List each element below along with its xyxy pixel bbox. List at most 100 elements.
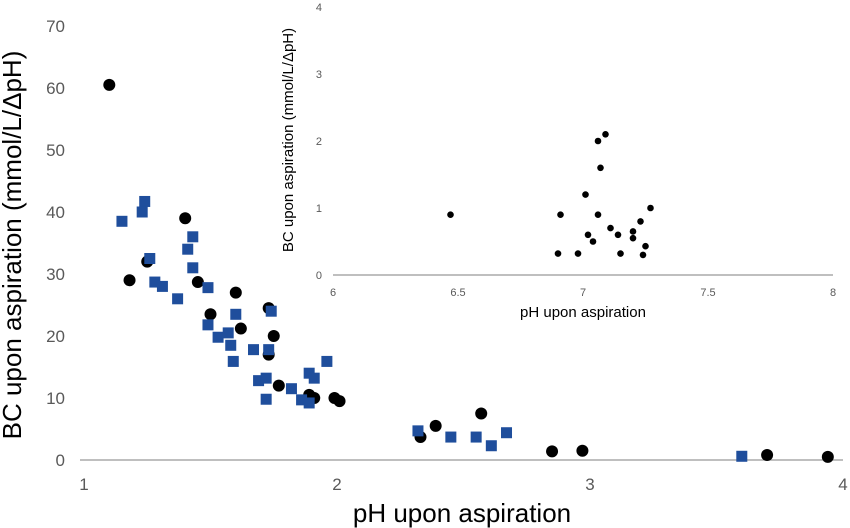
main-y-tick-label: 0: [56, 451, 65, 470]
main-point-square: [225, 339, 237, 351]
main-point-square: [202, 319, 214, 331]
main-point-circle: [267, 330, 280, 342]
main-point-square: [265, 305, 277, 317]
inset-point-circle: [617, 250, 624, 257]
inset-x-tick-labels: 6 6.5 7 7.5 8: [330, 287, 836, 299]
inset-data-points: [447, 131, 654, 259]
inset-frame: [280, 0, 844, 330]
inset-y-tick-label: 3: [316, 69, 322, 81]
inset-chart: 0 1 2 3 4 6 6.5 7 7.5 8 pH upon aspiration BC up…: [280, 0, 844, 330]
inset-point-circle: [629, 228, 637, 235]
main-point-square: [156, 280, 168, 292]
main-y-tick-label: 50: [46, 141, 65, 160]
main-point-square: [412, 425, 424, 437]
main-point-square: [136, 206, 148, 218]
main-y-axis-title: BC upon aspiration (mmol/L/ΔpH): [0, 51, 27, 440]
inset-point-circle: [607, 224, 614, 232]
main-point-square: [445, 431, 457, 443]
main-point-circle: [761, 449, 774, 462]
main-point-square: [303, 397, 315, 409]
inset-point-circle: [594, 211, 602, 218]
inset-point-circle: [637, 218, 644, 225]
main-point-square: [260, 372, 272, 384]
main-y-tick-label: 40: [46, 203, 65, 222]
main-point-square: [202, 282, 214, 294]
main-point-square: [308, 372, 320, 384]
main-point-circle: [429, 419, 442, 432]
inset-point-circle: [589, 238, 597, 245]
main-x-tick-labels: 1 2 3 4: [79, 475, 847, 494]
inset-point-circle: [642, 242, 649, 250]
inset-point-circle: [597, 164, 604, 172]
inset-point-circle: [582, 191, 589, 198]
main-point-circle: [333, 395, 346, 408]
main-point-square: [149, 276, 161, 288]
inset-point-circle: [584, 231, 592, 239]
main-point-square: [212, 331, 224, 343]
main-point-square: [116, 215, 128, 227]
main-y-tick-label: 20: [46, 327, 65, 346]
inset-y-tick-label: 2: [316, 136, 322, 148]
main-point-circle: [576, 444, 589, 457]
inset-point-circle: [639, 251, 647, 259]
main-data-points: [103, 78, 834, 463]
inset-x-axis-title: pH upon aspiration: [520, 304, 646, 321]
inset-point-circle: [647, 204, 654, 212]
main-point-square: [248, 344, 260, 356]
main-point-square: [501, 427, 513, 439]
main-point-circle: [123, 274, 136, 287]
main-point-square: [139, 195, 151, 207]
main-point-circle: [229, 286, 242, 299]
main-point-square: [187, 262, 199, 274]
main-point-circle: [204, 308, 217, 321]
inset-point-circle: [554, 250, 562, 257]
main-point-square: [172, 293, 184, 305]
main-point-square: [222, 327, 234, 339]
inset-y-tick-label: 0: [316, 270, 322, 282]
main-x-tick-label: 4: [838, 475, 847, 494]
main-point-square: [227, 355, 239, 367]
main-point-square: [253, 375, 265, 387]
main-y-tick-label: 70: [46, 17, 65, 36]
main-point-square: [182, 243, 194, 255]
main-point-square: [296, 394, 308, 406]
main-point-square: [736, 450, 748, 462]
inset-point-circle: [594, 137, 602, 145]
inset-point-circle: [557, 211, 564, 218]
inset-y-tick-label: 1: [316, 203, 322, 215]
main-y-tick-label: 60: [46, 79, 65, 98]
main-point-circle: [191, 276, 204, 289]
main-point-circle: [272, 379, 285, 392]
inset-y-tick-labels: 0 1 2 3 4: [316, 2, 322, 282]
main-x-tick-label: 2: [332, 475, 341, 494]
main-point-square: [144, 253, 156, 264]
main-point-circle: [179, 212, 192, 225]
main-point-circle: [821, 450, 834, 463]
main-point-square: [470, 431, 482, 443]
main-x-tick-label: 1: [79, 475, 88, 494]
main-point-circle: [103, 78, 116, 91]
inset-x-tick-label: 6: [330, 287, 336, 299]
main-point-square: [263, 344, 275, 356]
inset-point-circle: [447, 211, 454, 218]
inset-y-tick-label: 4: [316, 2, 322, 14]
inset-x-tick-label: 7.5: [700, 287, 715, 299]
inset-x-tick-label: 7: [580, 287, 586, 299]
main-point-circle: [234, 322, 247, 335]
inset-point-circle: [602, 131, 609, 138]
main-point-circle: [546, 445, 559, 458]
main-point-square: [285, 383, 297, 395]
main-point-circle: [475, 407, 488, 420]
main-point-square: [187, 231, 199, 243]
inset-x-tick-label: 8: [830, 287, 836, 299]
inset-x-tick-label: 6.5: [450, 287, 465, 299]
main-point-square: [260, 393, 272, 405]
main-y-tick-label: 30: [46, 265, 65, 284]
main-x-axis-title: pH upon aspiration: [353, 498, 571, 528]
main-x-tick-label: 3: [585, 475, 594, 494]
inset-point-circle: [614, 231, 622, 239]
main-y-tick-label: 10: [46, 389, 65, 408]
inset-point-circle: [574, 250, 582, 257]
